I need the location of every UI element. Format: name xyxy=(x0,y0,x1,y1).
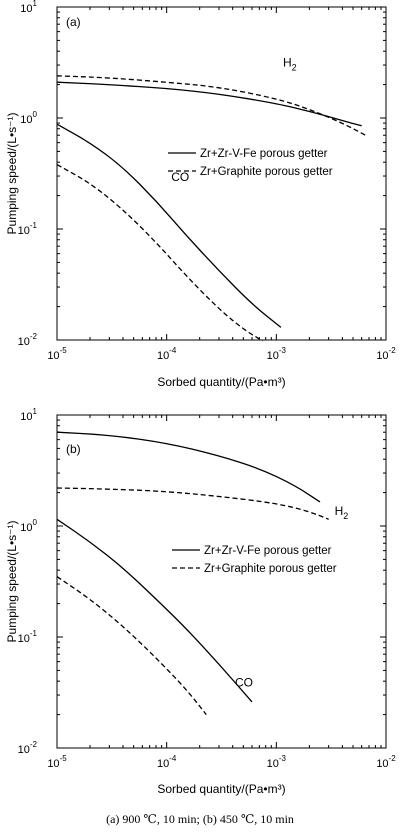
series-co-dashed-line xyxy=(56,576,207,716)
series-co-solid-line xyxy=(56,518,253,703)
y-tick-label: 10-1 xyxy=(18,221,38,237)
x-tick-label: 10-2 xyxy=(376,754,396,770)
y-axis-title: Pumping speed/(L•s⁻¹) xyxy=(5,521,19,643)
x-tick-label: 10-3 xyxy=(267,346,287,362)
y-tick-label: 10-1 xyxy=(18,629,38,645)
x-tick-label: 10-4 xyxy=(157,754,177,770)
legend: Zr+Zr-V-Fe porous getter Zr+Graphite poro… xyxy=(172,545,337,575)
series-h2-solid-line xyxy=(56,431,321,503)
legend: Zr+Zr-V-Fe porous getter Zr+Graphite poro… xyxy=(168,148,333,178)
legend-label: Zr+Zr-V-Fe porous getter xyxy=(200,148,328,160)
y-tick-label: 101 xyxy=(20,0,37,15)
legend-label: Zr+Graphite porous getter xyxy=(204,563,337,575)
x-tick-label: 10-2 xyxy=(376,346,396,362)
x-axis-title: Sorbed quantity/(Pa•m³) xyxy=(157,375,285,389)
legend-label: Zr+Zr-V-Fe porous getter xyxy=(204,545,332,557)
x-tick-label: 10-3 xyxy=(267,754,287,770)
y-tick-label: 100 xyxy=(20,518,37,534)
plot-frame xyxy=(56,6,387,341)
series-h2-dashed-line xyxy=(56,487,329,520)
x-tick-label: 10-4 xyxy=(157,346,177,362)
y-tick-label: 10-2 xyxy=(18,740,38,756)
curve-label: H2 xyxy=(335,504,349,521)
figure-caption: (a) 900 ℃, 10 min; (b) 450 ℃, 10 min xyxy=(106,812,294,826)
legend-label: Zr+Graphite porous getter xyxy=(200,166,333,178)
curve-label: CO xyxy=(171,170,189,184)
curve-label: H2 xyxy=(283,56,297,73)
chart-panel-b: 10-5 10-4 10-3 10-2 101 100 10-1 10-2 Sorbed qua… xyxy=(5,407,396,796)
series-h2-solid-line xyxy=(56,81,362,127)
series-co-dashed-line xyxy=(56,164,263,342)
series-co-solid-line xyxy=(56,123,282,328)
y-axis-title: Pumping speed/(L•s⁻¹) xyxy=(5,113,19,235)
x-tick-label: 10-5 xyxy=(47,346,67,362)
x-tick-label: 10-5 xyxy=(47,754,67,770)
y-tick-label: 10-2 xyxy=(18,332,38,348)
y-tick-label: 101 xyxy=(20,407,37,423)
series-h2-dashed-line xyxy=(56,75,366,136)
chart-panel-a: 10-5 10-4 10-3 10-2 101 100 10-1 10-2 Sorbed qua… xyxy=(5,0,396,389)
x-axis-title: Sorbed quantity/(Pa•m³) xyxy=(157,782,285,796)
panel-label: (b) xyxy=(66,442,81,456)
panel-label: (a) xyxy=(66,15,81,29)
y-tick-label: 100 xyxy=(20,110,37,126)
curve-label: CO xyxy=(235,675,253,689)
plot-frame xyxy=(56,414,387,749)
